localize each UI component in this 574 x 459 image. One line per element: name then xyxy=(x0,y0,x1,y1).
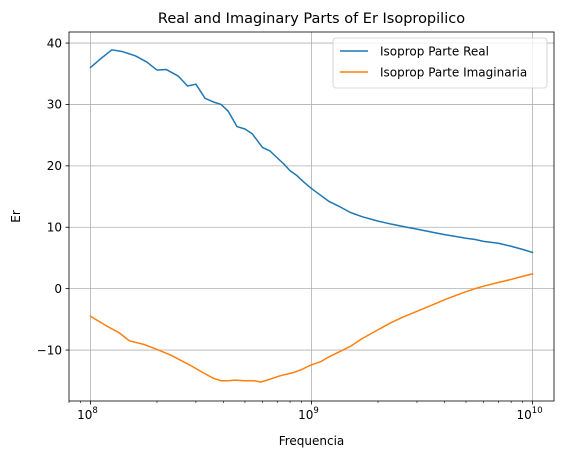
legend-box xyxy=(332,37,548,89)
y-tick-label: 0 xyxy=(54,282,62,296)
legend: Isoprop Parte Real Isoprop Parte Imaginar… xyxy=(332,37,548,89)
series-line-1 xyxy=(89,49,534,254)
series-layer xyxy=(89,49,534,383)
legend-label-2: Isoprop Parte Imaginaria xyxy=(380,65,527,79)
series-line-2 xyxy=(89,273,534,383)
x-tick-label: 109 xyxy=(298,406,319,422)
y-tick-label: 10 xyxy=(47,221,62,235)
y-tick-label: 20 xyxy=(47,159,62,173)
chart-title: Real and Imaginary Parts of Er Isopropil… xyxy=(158,11,465,27)
x-tick-label: 108 xyxy=(77,406,98,422)
tick-layer: 108 109 1010 −10 0 10 20 30 40 xyxy=(37,36,543,422)
grid-layer xyxy=(69,32,554,401)
x-tick-label: 1010 xyxy=(517,406,543,422)
legend-label-1: Isoprop Parte Real xyxy=(380,44,489,58)
y-tick-label: −10 xyxy=(37,343,62,357)
y-tick-label: 40 xyxy=(47,36,62,50)
x-axis-label: Frequencia xyxy=(279,434,345,448)
y-axis-label: Er xyxy=(9,210,23,223)
y-tick-label: 30 xyxy=(47,98,62,112)
